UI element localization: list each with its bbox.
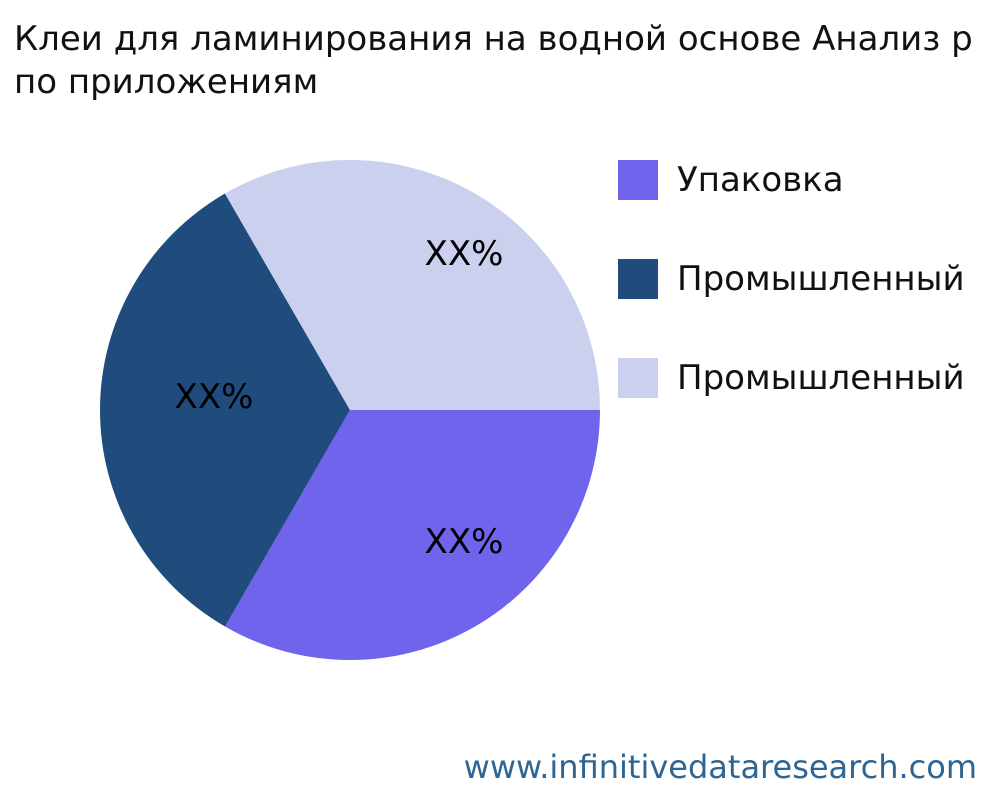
chart-title-line1: Клеи для ламинирования на водной основе … [14,19,973,59]
legend-swatch [618,160,658,200]
legend-label: Упаковка [677,160,844,200]
pie-slice-percentage-label: XX% [425,234,504,274]
legend-item: Промышленный [618,259,965,299]
legend-swatch [618,259,658,299]
pie-slice-2 [224,159,601,410]
pie-slice-percentage-label: XX% [425,522,504,562]
legend-label: Промышленный [677,259,965,299]
chart-title-line2: по приложениям [14,62,319,102]
legend-label: Промышленный [677,358,965,398]
legend-item: Упаковка [618,160,948,200]
pie-slice-1 [99,193,350,627]
pie-slice-0 [225,410,600,661]
legend-item: Промышленный [618,358,965,398]
chart-title: Клеи для ламинирования на водной основе … [14,18,1000,104]
legend-swatch [618,358,658,398]
pie-slice-percentage-label: XX% [175,377,254,417]
footer-website-text: www.infinitivedataresearch.com [463,748,977,786]
